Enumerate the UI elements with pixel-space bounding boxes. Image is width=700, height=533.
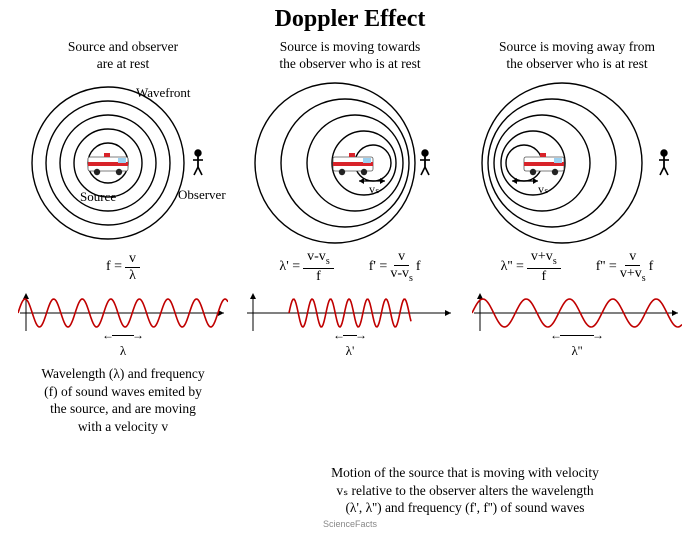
lambda-label: λ: [102, 327, 144, 359]
lambda-label: λ': [333, 327, 367, 359]
svg-text:vₛ: vₛ: [369, 182, 379, 196]
formula-2: λ'' = v+vsf f'' = vv+vs f: [472, 245, 682, 289]
columns: Source and observerare at rest Wavefront…: [0, 39, 700, 435]
formula-1: λ' = v-vsf f' = vv-vs f: [245, 245, 455, 289]
wave-1: λ': [245, 289, 455, 345]
svg-text:vₛ: vₛ: [538, 182, 548, 196]
wave-0: λ: [18, 289, 228, 345]
diagram-2: vₛ: [472, 75, 682, 245]
caption-2: Source is moving away fromthe observer w…: [472, 39, 682, 75]
col-2: Source is moving away fromthe observer w…: [472, 39, 682, 435]
desc-left: Wavelength (λ) and frequency(f) of sound…: [18, 365, 228, 435]
col-0: Source and observerare at rest Wavefront…: [18, 39, 228, 435]
formula-0: f = vλ: [18, 245, 228, 289]
caption-0: Source and observerare at rest: [18, 39, 228, 75]
wave-2: λ'': [472, 289, 682, 345]
diagram-1: vₛ: [245, 75, 455, 245]
page-title: Doppler Effect: [0, 0, 700, 33]
caption-1: Source is moving towardsthe observer who…: [245, 39, 455, 75]
diagram-0: WavefrontSourceObserver: [18, 75, 228, 245]
col-1: Source is moving towardsthe observer who…: [245, 39, 455, 435]
desc-right: Motion of the source that is moving with…: [240, 464, 690, 517]
footer-credit: ScienceFacts: [0, 519, 700, 529]
lambda-label: λ'': [550, 327, 604, 359]
